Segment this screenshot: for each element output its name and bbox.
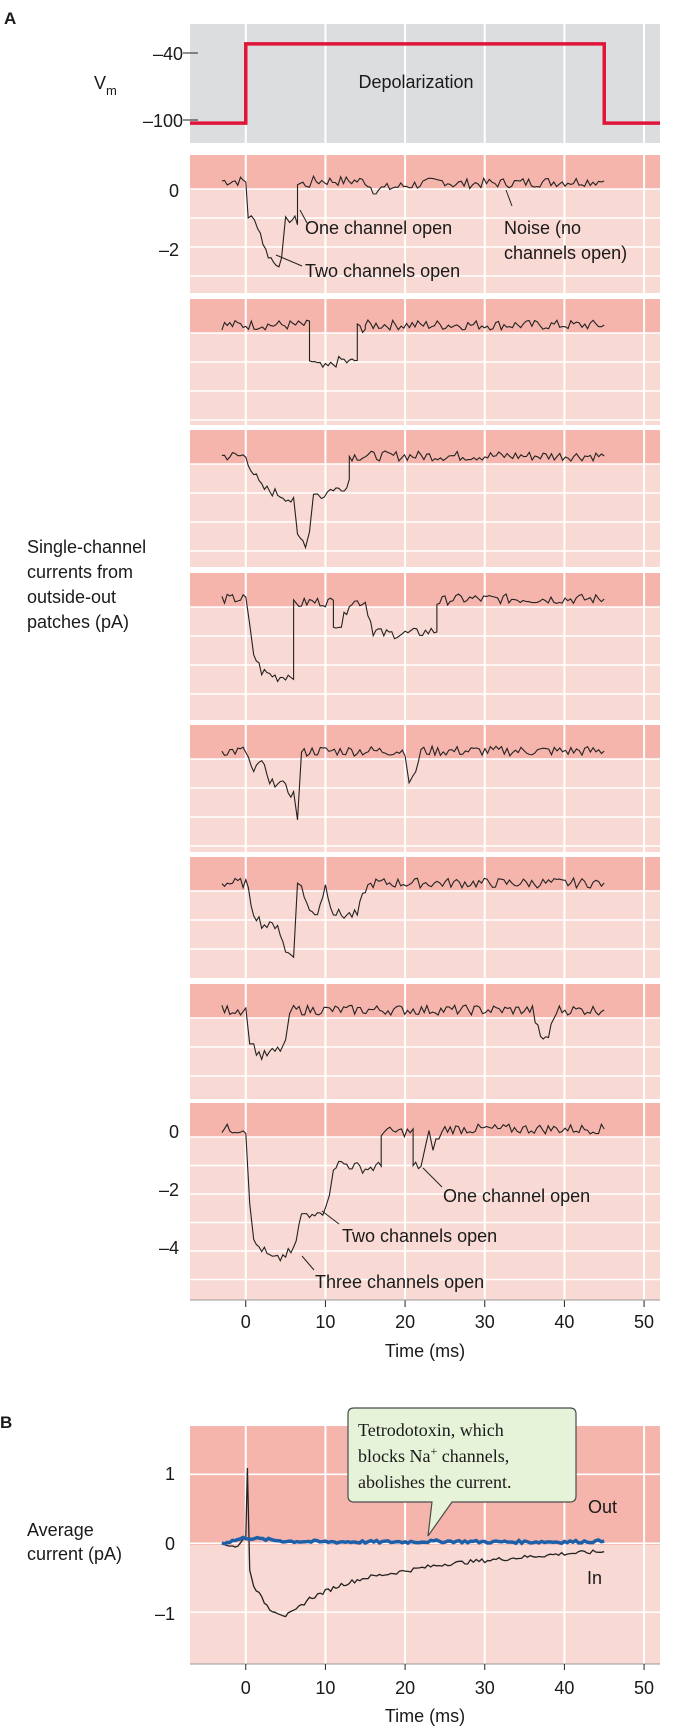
ttx-out-line	[221, 1535, 605, 1546]
panel-a-xtick-label-50: 50	[634, 1312, 654, 1332]
traces-ylabel-line4: patches (pA)	[27, 612, 129, 632]
callout-line3: abolishes the current.	[358, 1472, 511, 1492]
avg-ytick-1: 1	[165, 1464, 175, 1484]
panel-a-letter: A	[4, 9, 16, 28]
trace-panel-2	[190, 299, 660, 425]
callout-line2: blocks Na+ channels,	[358, 1444, 509, 1466]
trace-panel-4	[190, 573, 660, 720]
panel-a-xtick-label-40: 40	[554, 1312, 574, 1332]
traces-ylabel-line2: currents from	[27, 562, 133, 582]
trace-panel-3	[190, 430, 660, 567]
trace1-ytick-0: 0	[169, 181, 179, 201]
voltage-ylabel: Vm	[94, 73, 117, 98]
in-label: In	[587, 1568, 602, 1588]
out-label: Out	[588, 1497, 617, 1517]
trace-panel-6	[190, 857, 660, 978]
trace-line-2	[221, 318, 605, 369]
traces-ylabel: Single-channel currents from outside-out…	[27, 537, 146, 632]
one-channel-open-bottom-label: One channel open	[443, 1186, 590, 1206]
two-channels-top-pointer	[275, 254, 303, 267]
one-channel-top-pointer	[299, 209, 308, 224]
traces-ylabel-line3: outside-out	[27, 587, 116, 607]
panel-a-xtick-label-30: 30	[475, 1312, 495, 1332]
avg-ytick-0: 0	[165, 1534, 175, 1554]
voltage-ytick--100: –100	[143, 111, 183, 131]
trace-panel-baseline-band	[190, 430, 660, 464]
trace-line-5	[221, 744, 605, 820]
one-channel-open-top-label: One channel open	[305, 218, 452, 238]
voltage-step-line	[190, 42, 660, 125]
one-channel-bottom-pointer	[422, 1167, 443, 1188]
panel-b-xtick-label-50: 50	[634, 1678, 654, 1698]
avg-ytick--1: –1	[155, 1604, 175, 1624]
panel-b-xtick-label-10: 10	[315, 1678, 335, 1698]
trace8-ytick--4: –4	[159, 1238, 179, 1258]
panel-a-xtick-label-10: 10	[315, 1312, 335, 1332]
two-channels-open-bottom-label: Two channels open	[342, 1226, 497, 1246]
callout-line1: Tetrodotoxin, which	[358, 1420, 504, 1440]
trace-panel-baseline-band	[190, 155, 660, 189]
trace1-ytick--2: –2	[159, 240, 179, 260]
average-current-in-line	[221, 1467, 605, 1618]
trace-panel-1	[190, 155, 660, 293]
panel-a-xtick-label-0: 0	[241, 1312, 251, 1332]
panel-a-xtick-label-20: 20	[395, 1312, 415, 1332]
trace-line-8	[221, 1122, 605, 1262]
trace-panel-8	[190, 1103, 660, 1300]
trace-panel-baseline-band	[190, 1103, 660, 1137]
three-channels-open-bottom-label: Three channels open	[315, 1272, 484, 1292]
two-channels-bottom-pointer	[321, 1210, 340, 1225]
noise-pointer	[505, 189, 513, 207]
avg-ylabel-line2: current (pA)	[27, 1544, 122, 1564]
trace-line-1	[221, 174, 605, 268]
trace8-ytick--2: –2	[159, 1180, 179, 1200]
avg-ylabel-line1: Average	[27, 1520, 94, 1540]
trace-line-7	[221, 1003, 605, 1062]
trace-panel-7	[190, 984, 660, 1099]
trace8-ytick-0: 0	[169, 1122, 179, 1142]
panel-b-xtick-label-40: 40	[554, 1678, 574, 1698]
traces-ylabel-line1: Single-channel	[27, 537, 146, 557]
panel-b-letter: B	[0, 1413, 12, 1432]
trace-panel-baseline-band	[190, 857, 660, 891]
noise-label-line1: Noise (no	[504, 218, 581, 238]
trace-panel-baseline-band	[190, 984, 660, 1018]
single-channel-traces	[190, 155, 660, 1300]
panel-b-xtick-label-30: 30	[475, 1678, 495, 1698]
trace-panel-baseline-band	[190, 573, 660, 607]
panel-b-xtick-label-20: 20	[395, 1678, 415, 1698]
trace-panel-5	[190, 725, 660, 852]
two-channels-open-top-label: Two channels open	[305, 261, 460, 281]
panel-a-xlabel: Time (ms)	[385, 1341, 465, 1361]
noise-label-line2: channels open)	[504, 243, 627, 263]
trace-panel-baseline-band	[190, 725, 660, 759]
trace-line-3	[221, 450, 605, 550]
voltage-ytick--40: –40	[153, 44, 183, 64]
voltage-plot: –40 –100 Vm Depolarization	[94, 24, 660, 143]
panel-b-x-axis: 0 10 20 30 40 50	[190, 1663, 660, 1698]
callout-bubble	[347, 1407, 577, 1537]
panel-a-x-axis: 0 10 20 30 40 50	[190, 1299, 660, 1332]
ttx-callout: Tetrodotoxin, which blocks Na+ channels,…	[347, 1407, 577, 1537]
trace-line-4	[221, 593, 605, 683]
three-channels-bottom-pointer	[301, 1255, 315, 1271]
depolarization-label: Depolarization	[358, 72, 473, 92]
panel-b-xlabel: Time (ms)	[385, 1706, 465, 1726]
panel-b-xtick-label-0: 0	[241, 1678, 251, 1698]
trace-line-6	[221, 876, 605, 959]
